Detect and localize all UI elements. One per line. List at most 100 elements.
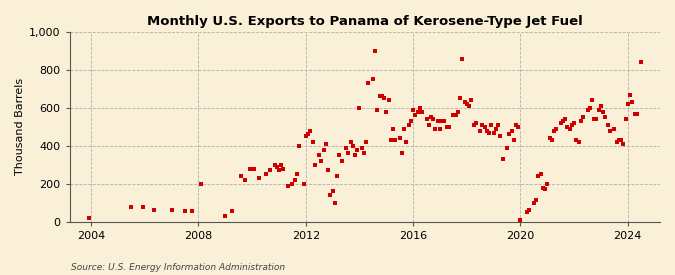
Point [273,168,284,173]
Point [426,115,437,120]
Point [126,205,137,210]
Point [348,144,358,148]
Point [540,186,551,191]
Point [327,189,338,194]
Point [450,113,461,118]
Point [305,128,316,133]
Point [329,200,340,205]
Point [269,163,280,167]
Point [387,126,398,131]
Point [587,98,597,103]
Point [486,123,497,127]
Point [558,119,568,123]
Point [452,109,463,114]
Point [481,128,492,133]
Point [385,138,396,142]
Point [336,159,347,163]
Point [569,121,580,125]
Point [620,117,631,122]
Point [475,128,485,133]
Text: Source: U.S. Energy Information Administration: Source: U.S. Energy Information Administ… [71,263,285,271]
Point [271,164,282,169]
Point [265,168,275,173]
Point [412,109,423,114]
Point [535,172,546,177]
Point [488,130,499,135]
Point [551,126,562,131]
Point [435,126,446,131]
Point [410,113,421,118]
Point [416,109,427,114]
Point [195,182,206,186]
Point [278,166,289,171]
Point [629,111,640,116]
Point [363,81,374,85]
Point [292,172,302,177]
Point [502,145,512,150]
Point [350,153,360,158]
Point [381,109,392,114]
Point [542,182,553,186]
Point [573,140,584,144]
Point [370,49,381,53]
Point [455,96,466,101]
Point [495,134,506,139]
Point [430,126,441,131]
Point [276,163,287,167]
Point [631,111,642,116]
Point [148,208,159,213]
Point [506,128,517,133]
Point [462,102,472,106]
Point [578,115,589,120]
Point [249,166,260,171]
Point [321,142,331,146]
Point [531,198,541,202]
Point [421,117,432,122]
Point [367,77,378,82]
Point [396,151,407,156]
Point [423,123,434,127]
Point [302,132,313,137]
Point [636,60,647,65]
Point [399,126,410,131]
Point [403,123,414,127]
Point [595,104,606,108]
Point [283,183,294,188]
Point [537,185,548,190]
Point [556,121,566,125]
Point [354,106,365,110]
Point [390,138,401,142]
Point [294,144,304,148]
Point [533,174,544,178]
Point [564,126,575,131]
Point [84,216,95,220]
Point [508,138,519,142]
Point [414,106,425,110]
Point [457,56,468,61]
Point [361,140,372,144]
Point [372,108,383,112]
Point [441,125,452,129]
Point [522,210,533,214]
Title: Monthly U.S. Exports to Panama of Kerosene-Type Jet Fuel: Monthly U.S. Exports to Panama of Kerose… [147,15,583,28]
Point [260,172,271,177]
Point [236,174,246,178]
Point [137,205,148,210]
Point [600,115,611,120]
Point [428,117,439,122]
Y-axis label: Thousand Barrels: Thousand Barrels [15,78,25,175]
Point [618,142,628,146]
Point [374,94,385,99]
Point [560,117,570,122]
Point [504,132,514,137]
Point [298,182,309,186]
Point [622,102,633,106]
Point [602,123,613,127]
Point [377,94,387,99]
Point [439,119,450,123]
Point [448,113,459,118]
Point [437,119,448,123]
Point [544,136,555,141]
Point [356,145,367,150]
Point [307,140,318,144]
